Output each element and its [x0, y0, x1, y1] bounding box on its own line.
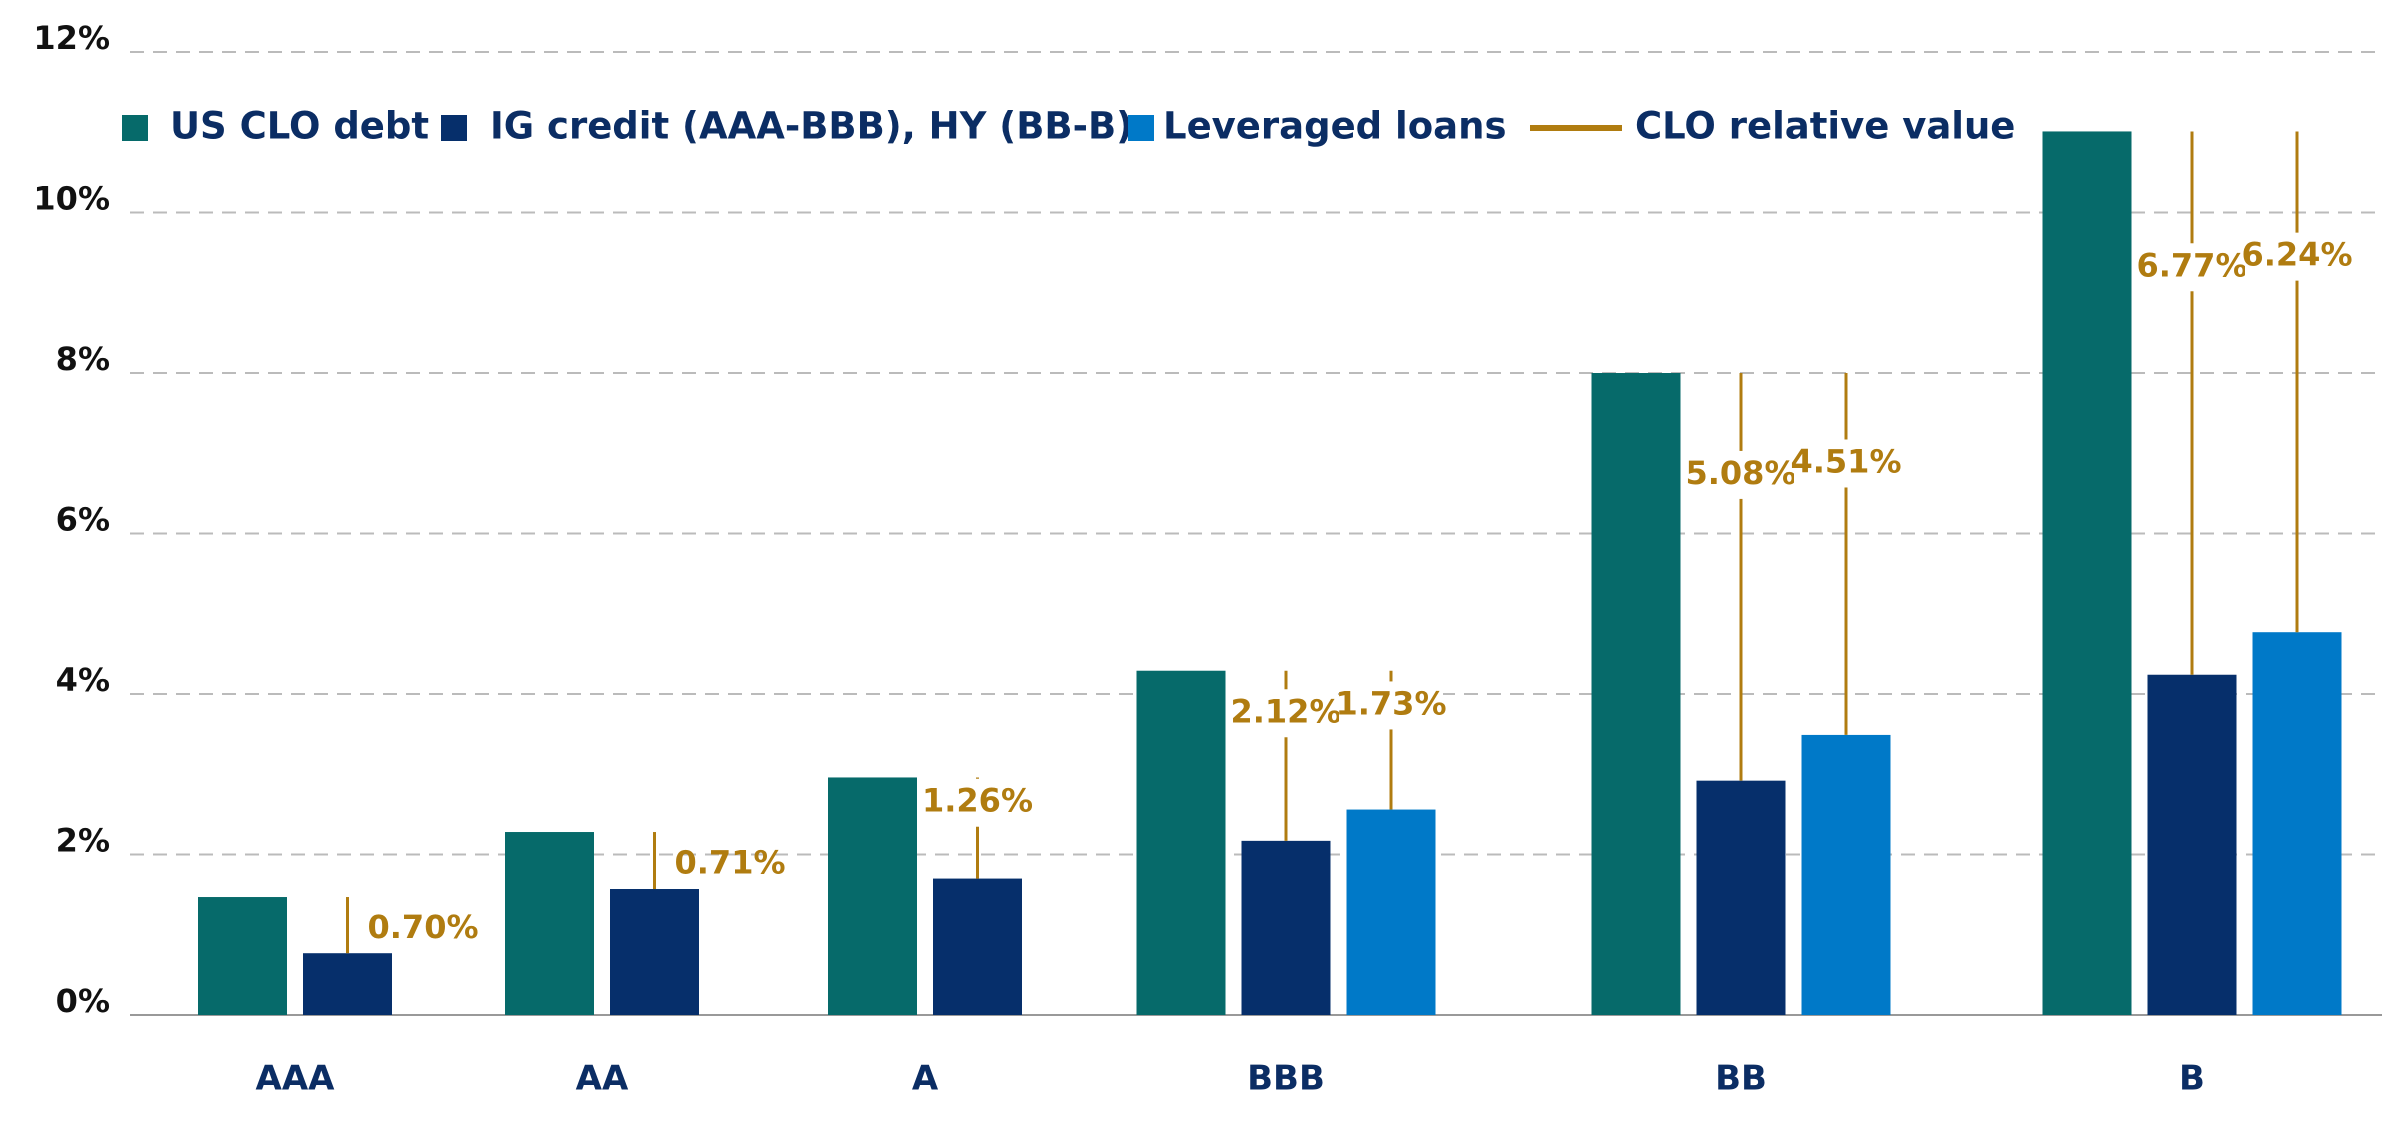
y-tick-label: 2% — [56, 822, 110, 860]
x-tick-label: B — [2179, 1059, 2205, 1099]
value-label: 6.77% — [2136, 246, 2247, 284]
x-tick-label: A — [912, 1059, 939, 1099]
bar — [1241, 840, 1331, 1015]
value-label: 0.70% — [368, 908, 479, 946]
legend-label: IG credit (AAA-BBB), HY (BB-B) — [490, 105, 1133, 148]
legend-label: CLO relative value — [1635, 105, 2015, 148]
label-bg — [1689, 450, 1793, 499]
bar — [610, 889, 699, 1015]
bar — [1696, 780, 1786, 1015]
bar — [1591, 373, 1681, 1015]
label-bg — [2140, 243, 2244, 292]
label-bg — [1234, 689, 1338, 738]
x-tick-label: BBB — [1247, 1059, 1325, 1099]
value-label: 1.73% — [1335, 684, 1446, 722]
bar — [303, 953, 392, 1015]
legend-swatch — [122, 115, 148, 141]
value-label: 2.12% — [1230, 692, 1341, 730]
bar — [198, 897, 287, 1015]
bar — [505, 832, 594, 1015]
bar — [933, 878, 1022, 1015]
y-tick-label: 6% — [56, 501, 110, 539]
legend-label: Leveraged loans — [1163, 105, 1506, 148]
x-tick-label: AA — [576, 1059, 629, 1099]
legend-label: US CLO debt — [170, 105, 429, 148]
bar — [2042, 131, 2132, 1015]
label-bg — [925, 778, 1030, 827]
legend-swatch — [441, 115, 467, 141]
value-label: 6.24% — [2241, 236, 2352, 274]
value-label: 5.08% — [1685, 454, 1796, 492]
y-tick-label: 12% — [33, 19, 110, 57]
bar — [828, 777, 917, 1015]
value-label: 1.26% — [922, 782, 1033, 820]
bar — [2147, 674, 2237, 1015]
bar — [1136, 670, 1226, 1015]
y-tick-label: 10% — [33, 180, 110, 218]
value-label: 4.51% — [1790, 442, 1901, 480]
bar — [2252, 632, 2342, 1015]
y-tick-label: 4% — [56, 661, 110, 699]
value-label: 0.71% — [675, 844, 786, 882]
y-tick-label: 8% — [56, 340, 110, 378]
label-bg — [1794, 439, 1898, 488]
label-bg — [1339, 681, 1443, 730]
legend-swatch — [1128, 115, 1154, 141]
y-tick-label: 0% — [56, 982, 110, 1020]
x-tick-label: AAA — [256, 1059, 336, 1099]
bar — [1346, 809, 1436, 1015]
bar — [1801, 734, 1891, 1015]
x-tick-label: BB — [1715, 1059, 1767, 1099]
label-bg — [2245, 232, 2349, 281]
